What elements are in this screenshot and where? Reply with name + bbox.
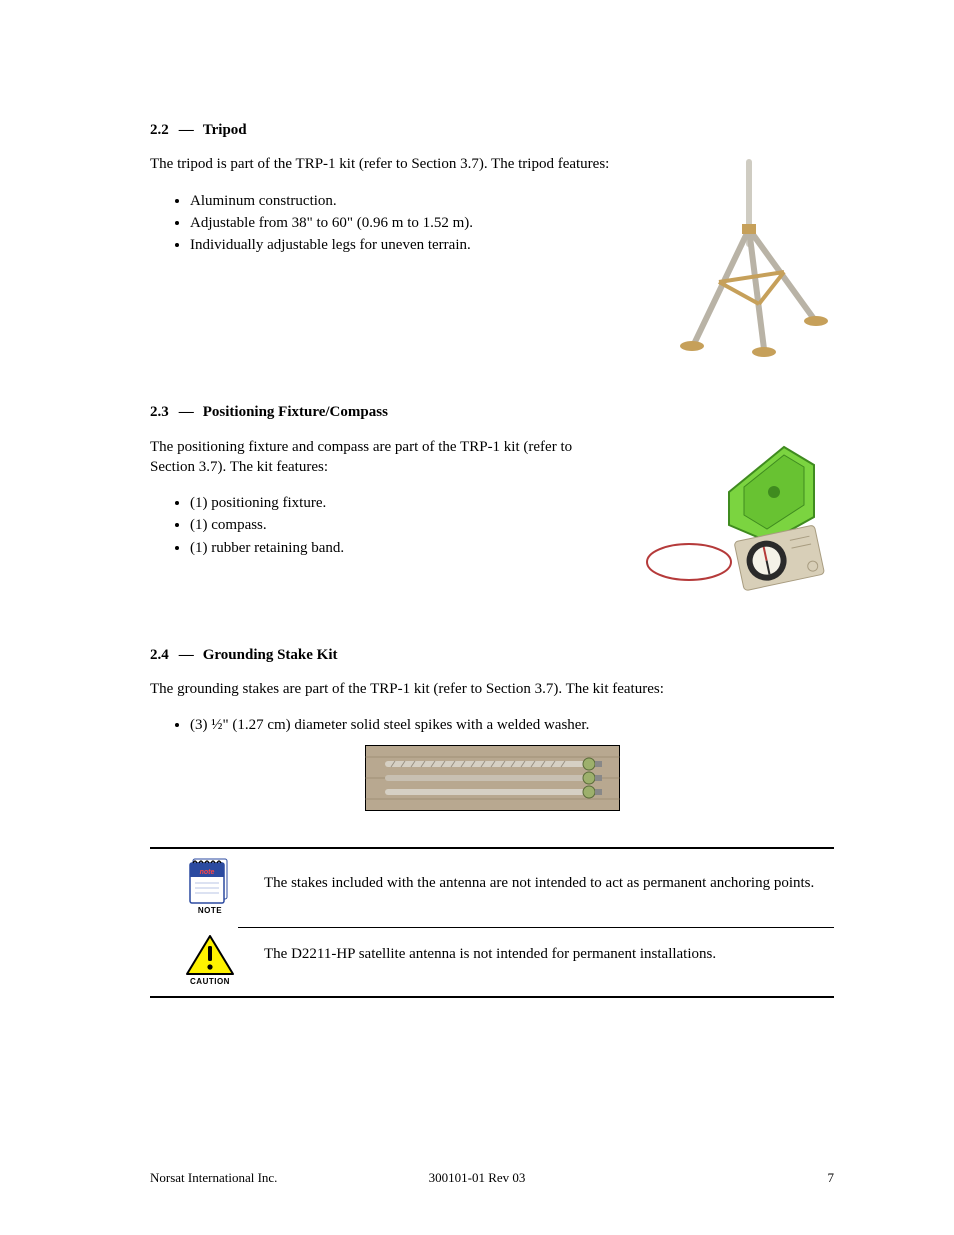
rule-icon bbox=[150, 996, 834, 998]
section-title: Grounding Stake Kit bbox=[203, 645, 338, 665]
tripod-icon bbox=[664, 154, 834, 364]
section-text: The tripod is part of the TRP-1 kit (ref… bbox=[150, 154, 646, 261]
section-header: 2.2 — Tripod bbox=[150, 120, 834, 140]
bullet-list: (1) positioning fixture. (1) compass. (1… bbox=[150, 493, 616, 558]
list-item: (1) rubber retaining band. bbox=[190, 538, 616, 558]
note-text: The stakes included with the antenna are… bbox=[264, 855, 834, 893]
fixture-image bbox=[634, 437, 834, 607]
svg-text:note: note bbox=[200, 869, 215, 876]
list-item: (3) ½" (1.27 cm) diameter solid steel sp… bbox=[190, 715, 834, 735]
document-page: 2.2 — Tripod The tripod is part of the T… bbox=[0, 0, 954, 1235]
section-intro: The grounding stakes are part of the TRP… bbox=[150, 679, 834, 699]
section-fixture: 2.3 — Positioning Fixture/Compass The po… bbox=[150, 402, 834, 606]
section-text: The positioning fixture and compass are … bbox=[150, 437, 616, 564]
caution-text: The D2211-HP satellite antenna is not in… bbox=[264, 934, 834, 964]
section-header: 2.4 — Grounding Stake Kit bbox=[150, 645, 834, 665]
caution-row: CAUTION The D2211-HP satellite antenna i… bbox=[150, 928, 834, 996]
section-number: 2.2 bbox=[150, 120, 169, 140]
section-number: 2.3 bbox=[150, 402, 169, 422]
section-number: 2.4 bbox=[150, 645, 169, 665]
note-label: NOTE bbox=[198, 906, 222, 917]
section-tripod: 2.2 — Tripod The tripod is part of the T… bbox=[150, 120, 834, 364]
note-icon: note bbox=[187, 855, 233, 905]
bullet-list: Aluminum construction. Adjustable from 3… bbox=[150, 191, 646, 256]
list-item: Adjustable from 38" to 60" (0.96 m to 1.… bbox=[190, 213, 646, 233]
note-row: note NOTE The stakes included with the a… bbox=[150, 849, 834, 927]
fixture-icon bbox=[634, 437, 834, 607]
dash-icon: — bbox=[179, 402, 193, 422]
page-footer: Norsat International Inc. 300101-01 Rev … bbox=[0, 1169, 954, 1187]
list-item: (1) positioning fixture. bbox=[190, 493, 616, 513]
section-text: The grounding stakes are part of the TRP… bbox=[150, 679, 834, 812]
bullet-list: (3) ½" (1.27 cm) diameter solid steel sp… bbox=[150, 715, 834, 735]
section-title: Tripod bbox=[203, 120, 247, 140]
dash-icon: — bbox=[179, 645, 193, 665]
note-icon-cell: note NOTE bbox=[180, 855, 240, 917]
dash-icon: — bbox=[179, 120, 193, 140]
caution-label: CAUTION bbox=[190, 977, 230, 988]
section-header: 2.3 — Positioning Fixture/Compass bbox=[150, 402, 834, 422]
list-item: Aluminum construction. bbox=[190, 191, 646, 211]
section-title: Positioning Fixture/Compass bbox=[203, 402, 388, 422]
section-stakes: 2.4 — Grounding Stake Kit The grounding … bbox=[150, 645, 834, 812]
list-item: Individually adjustable legs for uneven … bbox=[190, 235, 646, 255]
caution-icon-cell: CAUTION bbox=[180, 934, 240, 988]
section-intro: The positioning fixture and compass are … bbox=[150, 437, 616, 478]
section-intro: The tripod is part of the TRP-1 kit (ref… bbox=[150, 154, 646, 174]
stakes-image-icon bbox=[365, 745, 620, 811]
list-item: (1) compass. bbox=[190, 515, 616, 535]
caution-icon bbox=[185, 934, 235, 976]
notice-block: note NOTE The stakes included with the a… bbox=[150, 847, 834, 998]
tripod-image bbox=[664, 154, 834, 364]
footer-center: 300101-01 Rev 03 bbox=[0, 1169, 954, 1187]
